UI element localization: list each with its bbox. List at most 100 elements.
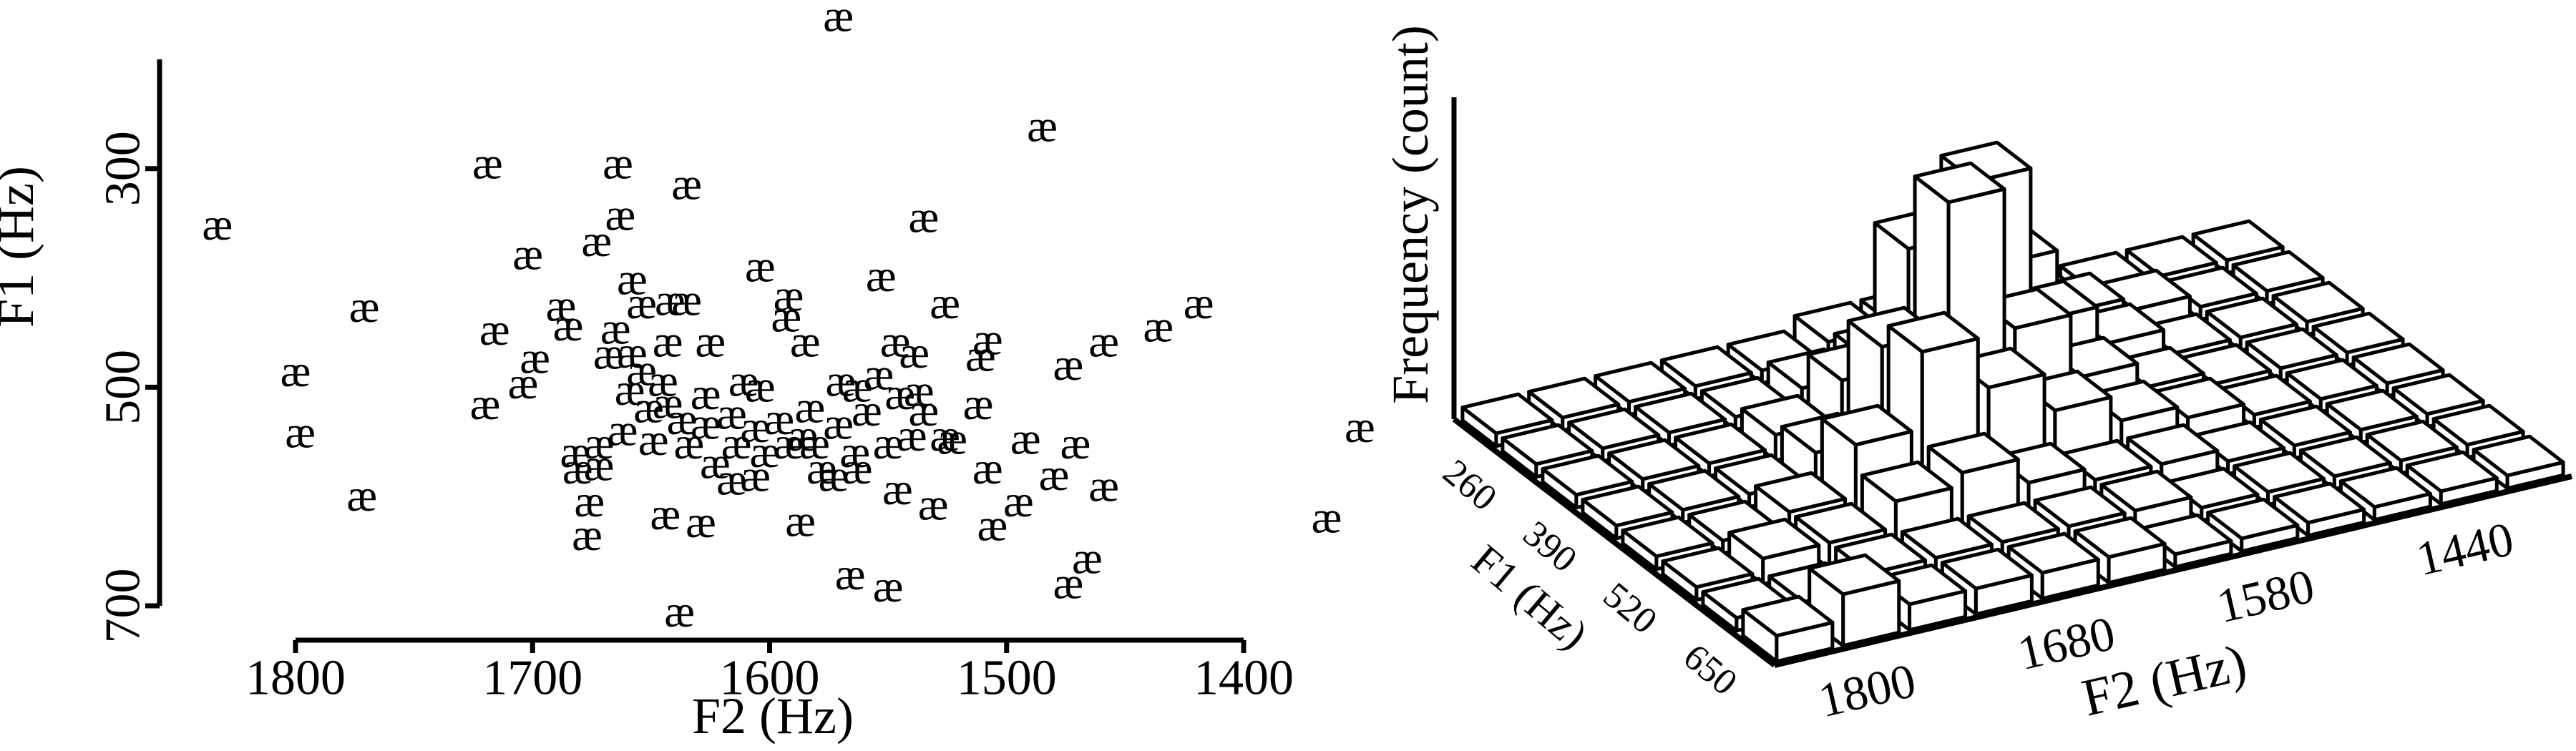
f2-tick-label: 1440	[2411, 511, 2519, 586]
point: æ	[806, 443, 837, 494]
point: æ	[280, 345, 311, 396]
point: æ	[584, 418, 615, 468]
bar	[1741, 594, 1835, 664]
bar-top-face	[2431, 403, 2525, 447]
point: æ	[904, 365, 935, 416]
point: æ	[965, 330, 996, 381]
bar-top-face	[1674, 422, 1767, 466]
bar	[2431, 403, 2525, 460]
point: æ	[605, 189, 635, 240]
point: æ	[667, 393, 698, 444]
bar-top-face	[1860, 460, 1953, 504]
bar-top-face	[1634, 391, 1727, 435]
f1-tick-label: 650	[1676, 637, 1745, 704]
bar-top-face	[1607, 438, 1701, 481]
point: æ	[593, 328, 624, 379]
point: æ	[584, 439, 615, 490]
bar-top-face	[2351, 342, 2445, 386]
bar	[1527, 376, 1621, 433]
point: æ	[633, 381, 664, 432]
bar-top-face	[1727, 517, 1821, 561]
bar-top-face	[2311, 311, 2405, 355]
point: æ	[873, 418, 904, 468]
point: æ	[671, 275, 702, 325]
point: æ	[977, 499, 1008, 550]
point: æ	[785, 495, 816, 546]
point: æ	[1039, 449, 1070, 500]
bar-top-face	[1794, 501, 1888, 545]
bar-top-face	[1541, 453, 1634, 497]
point: æ	[908, 385, 939, 436]
bar-top-face	[1594, 360, 1687, 404]
bar-top-face	[2405, 450, 2499, 494]
bar	[1807, 553, 1901, 648]
point: æ	[763, 393, 794, 444]
f2-tick-label: 1580	[2212, 559, 2319, 634]
point: æ	[823, 0, 854, 41]
x-tick-label: 1600	[720, 651, 820, 706]
point: æ	[581, 215, 612, 266]
bar-top-face	[2298, 435, 2392, 478]
point: æ	[972, 443, 1003, 494]
point: æ	[472, 138, 503, 189]
bar-top-face	[1661, 546, 1755, 589]
point: æ	[617, 327, 648, 378]
point: æ	[512, 228, 543, 279]
point: æ	[839, 426, 870, 477]
bar	[2405, 450, 2499, 506]
point: æ	[671, 159, 702, 210]
bar-top-face	[1621, 515, 1714, 559]
y-tick-label: 300	[96, 131, 151, 206]
bar-top-face	[2245, 327, 2338, 370]
point: æ	[626, 278, 657, 328]
point: æ	[700, 437, 731, 488]
bar	[2472, 434, 2565, 491]
point: æ	[972, 314, 1003, 365]
point: æ	[728, 355, 759, 406]
y-tick-label: 500	[96, 350, 151, 425]
bar-top-face	[1659, 345, 1753, 388]
y-tick-label: 700	[96, 569, 151, 644]
point: æ	[560, 426, 591, 477]
bar-top-face	[2233, 451, 2326, 494]
point: æ	[285, 407, 316, 458]
bar	[2311, 311, 2405, 368]
point: æ	[479, 304, 510, 355]
z-axis-title: Frequency (count)	[1382, 25, 1439, 404]
bar-top-face	[2391, 373, 2485, 416]
point: æ	[1053, 557, 1084, 608]
point: æ	[655, 275, 686, 325]
point: æ	[653, 377, 683, 428]
point: æ	[740, 451, 771, 501]
floor-left-edge	[1452, 416, 1777, 668]
point: æ	[774, 418, 804, 468]
point: æ	[553, 300, 584, 350]
bar-top-face	[2273, 481, 2366, 525]
point: æ	[572, 509, 602, 560]
point: æ	[650, 489, 680, 539]
point: æ	[930, 410, 960, 461]
bar-top-face	[2126, 423, 2220, 466]
point: æ	[788, 410, 819, 461]
point: æ	[918, 478, 949, 529]
point: æ	[1143, 300, 1174, 351]
bar-top-face	[2191, 219, 2285, 262]
point: æ	[508, 358, 539, 408]
point: æ	[600, 303, 631, 353]
bar-top-face	[2033, 485, 2127, 529]
bar-top-face	[2006, 531, 2100, 575]
y-axis-title: F1 (Hz)	[0, 166, 44, 328]
point: æ	[716, 388, 747, 439]
bar-top-face	[1913, 161, 2006, 205]
point: æ	[615, 364, 645, 415]
bar-top-face	[1567, 407, 1661, 451]
point: æ	[691, 398, 721, 448]
point: æ	[774, 270, 804, 321]
point: æ	[790, 316, 821, 367]
bar-top-face	[2124, 235, 2218, 278]
bar-top-face	[2365, 419, 2459, 463]
point: æ	[963, 378, 994, 429]
point: æ	[823, 398, 854, 448]
